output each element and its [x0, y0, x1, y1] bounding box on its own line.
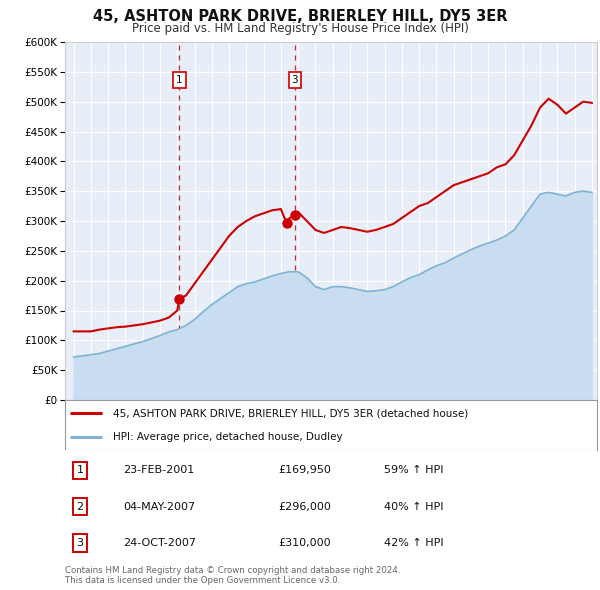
Text: 40% ↑ HPI: 40% ↑ HPI [384, 502, 444, 512]
Text: 42% ↑ HPI: 42% ↑ HPI [384, 538, 444, 548]
Text: 23-FEB-2001: 23-FEB-2001 [124, 466, 195, 476]
Text: 45, ASHTON PARK DRIVE, BRIERLEY HILL, DY5 3ER (detached house): 45, ASHTON PARK DRIVE, BRIERLEY HILL, DY… [113, 408, 468, 418]
Text: This data is licensed under the Open Government Licence v3.0.: This data is licensed under the Open Gov… [65, 576, 340, 585]
Text: 45, ASHTON PARK DRIVE, BRIERLEY HILL, DY5 3ER: 45, ASHTON PARK DRIVE, BRIERLEY HILL, DY… [93, 9, 507, 24]
Text: £296,000: £296,000 [278, 502, 331, 512]
Text: Contains HM Land Registry data © Crown copyright and database right 2024.: Contains HM Land Registry data © Crown c… [65, 566, 401, 575]
Text: 2: 2 [76, 502, 83, 512]
Text: 3: 3 [292, 74, 298, 84]
Text: 04-MAY-2007: 04-MAY-2007 [124, 502, 196, 512]
Text: 59% ↑ HPI: 59% ↑ HPI [384, 466, 444, 476]
Text: 1: 1 [76, 466, 83, 476]
Text: 1: 1 [176, 74, 182, 84]
Text: HPI: Average price, detached house, Dudley: HPI: Average price, detached house, Dudl… [113, 432, 343, 442]
Text: Price paid vs. HM Land Registry's House Price Index (HPI): Price paid vs. HM Land Registry's House … [131, 22, 469, 35]
Text: £169,950: £169,950 [278, 466, 331, 476]
Text: £310,000: £310,000 [278, 538, 331, 548]
Text: 3: 3 [76, 538, 83, 548]
Text: 24-OCT-2007: 24-OCT-2007 [124, 538, 197, 548]
